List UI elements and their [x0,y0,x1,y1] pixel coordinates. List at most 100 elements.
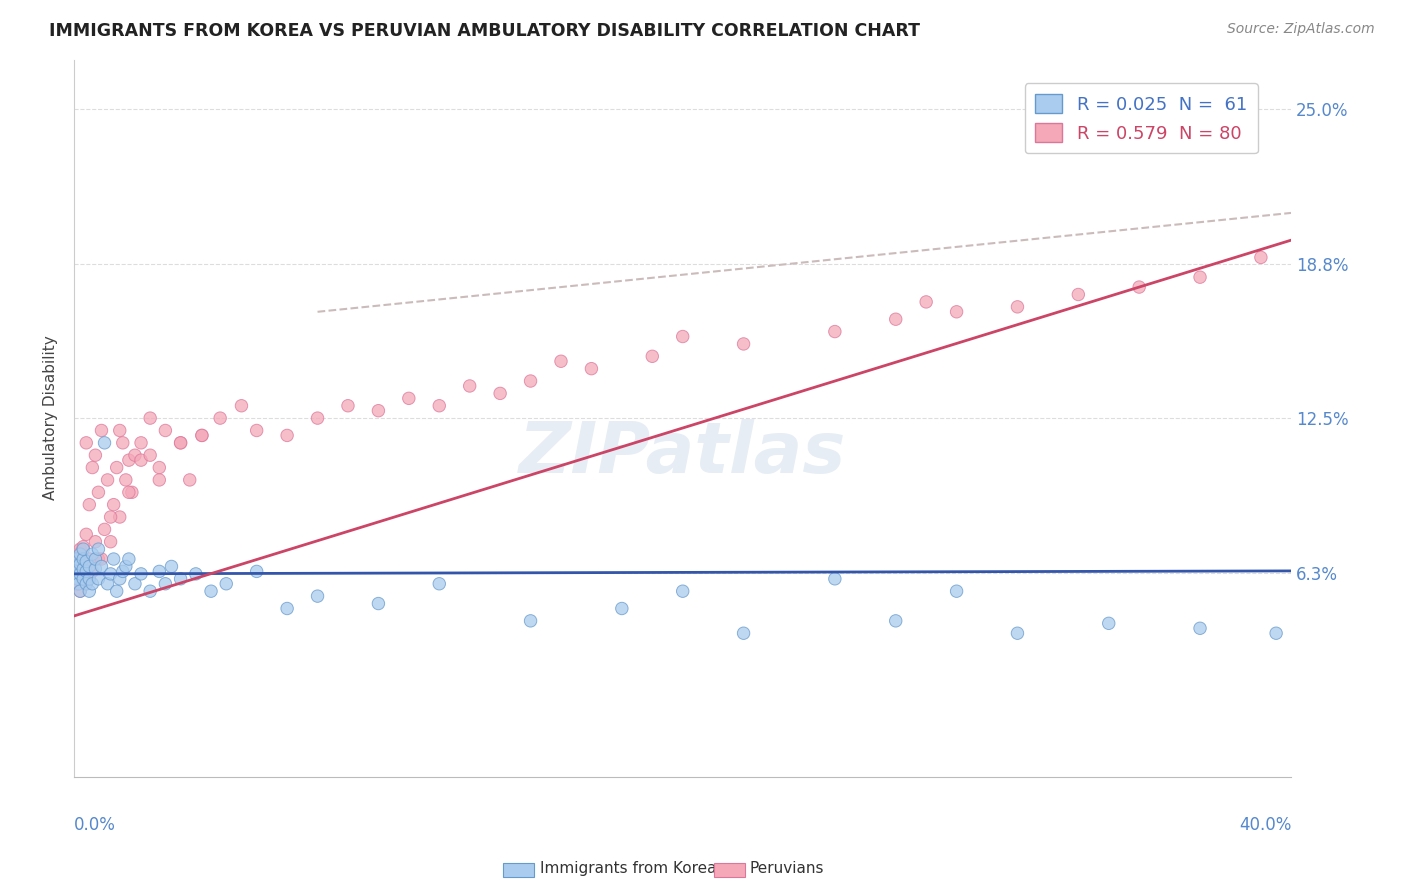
Point [69,565,91,579]
Point [69,547,91,561]
Point [75,565,97,579]
Point [139,411,162,425]
Point [1036,114,1059,128]
Point [66,552,89,566]
Point [72,562,94,576]
Point [209,411,232,425]
Point [148,460,170,475]
Point [67,576,90,591]
Point [114,559,136,574]
Point [884,312,907,326]
Point [1007,300,1029,314]
Point [75,527,97,541]
Point [82,460,104,475]
Point [90,552,112,566]
Point [90,559,112,574]
Point [519,374,541,388]
Point [69,584,91,599]
Point [824,572,846,586]
Point [672,584,695,599]
Point [129,453,152,467]
Point [82,576,104,591]
Point [129,566,152,581]
Point [97,576,120,591]
Point [114,473,136,487]
Point [118,485,141,500]
Text: 0.0%: 0.0% [75,816,115,834]
Point [1067,287,1090,301]
Point [65,565,87,579]
Point [884,614,907,628]
Point [139,448,162,462]
Point [69,552,91,566]
Point [169,435,191,450]
Point [169,435,191,450]
Point [72,572,94,586]
Point [124,448,146,462]
Point [84,562,107,576]
Point [489,386,512,401]
Point [108,510,131,524]
Point [191,428,214,442]
Point [79,584,101,599]
Point [75,555,97,569]
Point [367,403,389,417]
Point [97,473,120,487]
Point [84,534,107,549]
Point [581,361,603,376]
Point [824,325,846,339]
Point [79,559,101,574]
Point [87,572,110,586]
Point [200,584,222,599]
Legend: R = 0.025  N =  61, R = 0.579  N = 80: R = 0.025 N = 61, R = 0.579 N = 80 [1025,83,1258,153]
Text: Peruvians: Peruvians [749,862,824,876]
Point [458,379,481,393]
Point [75,576,97,591]
Point [79,572,101,586]
Point [121,485,143,500]
Text: Source: ZipAtlas.com: Source: ZipAtlas.com [1227,22,1375,37]
Y-axis label: Ambulatory Disability: Ambulatory Disability [44,335,58,500]
Point [100,566,122,581]
Point [82,565,104,579]
Point [87,485,110,500]
Point [427,399,450,413]
Point [66,559,89,574]
Point [69,566,91,581]
Point [108,572,131,586]
Point [105,584,128,599]
Point [66,547,89,561]
Point [67,576,90,591]
Point [66,559,89,574]
Point [75,435,97,450]
Point [79,552,101,566]
Point [87,542,110,557]
Point [69,584,91,599]
Point [155,576,177,591]
Point [169,572,191,586]
Point [246,424,269,438]
Point [84,552,107,566]
Point [1128,280,1150,294]
Point [69,542,91,557]
Point [72,572,94,586]
Point [160,559,183,574]
Point [105,460,128,475]
Point [111,565,134,579]
Point [672,329,695,343]
Point [72,540,94,554]
Point [90,424,112,438]
Point [79,498,101,512]
Text: ZIPatlas: ZIPatlas [519,419,846,489]
Point [103,552,125,566]
Point [733,626,755,640]
Point [367,597,389,611]
Point [75,576,97,591]
Point [148,473,170,487]
Point [87,552,110,566]
Point [945,305,967,319]
Point [148,565,170,579]
Text: 40.0%: 40.0% [1239,816,1291,834]
Point [191,428,214,442]
Point [1250,251,1272,265]
